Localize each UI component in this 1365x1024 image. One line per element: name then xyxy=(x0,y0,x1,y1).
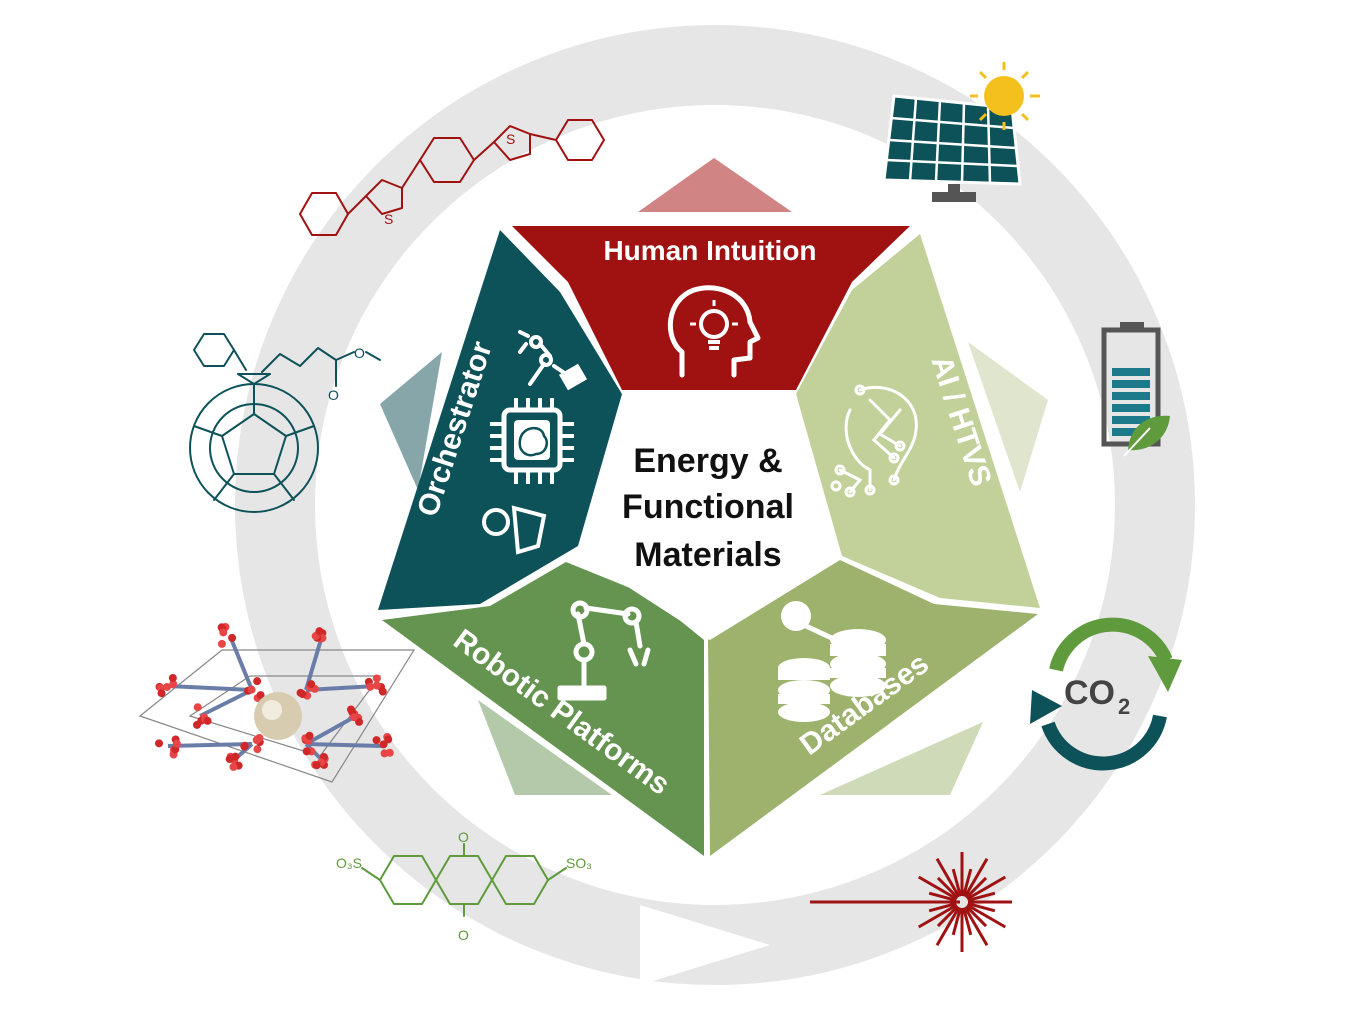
mof-atom xyxy=(366,683,374,691)
center-line-1: Energy & xyxy=(633,442,782,480)
mof-atom xyxy=(155,739,163,747)
center-line-2: Functional xyxy=(622,488,794,526)
co2-subscript: 2 xyxy=(1118,694,1130,719)
mof-atom xyxy=(379,688,387,696)
mof-atom xyxy=(253,745,261,753)
mof-atom xyxy=(307,680,315,688)
mof-atom xyxy=(158,689,166,697)
mof-atom xyxy=(253,677,261,685)
mof-atom xyxy=(373,674,381,682)
mof-atom xyxy=(297,689,305,697)
mof-atom xyxy=(315,627,323,635)
mof-atom xyxy=(255,734,263,742)
center-title: Energy & Functional Materials xyxy=(622,442,794,574)
mof-atom xyxy=(248,686,256,694)
aq-o-top: O xyxy=(458,829,469,845)
center-line-3: Materials xyxy=(634,536,781,574)
label-human-intuition: Human Intuition xyxy=(603,235,816,266)
mof-atom xyxy=(380,740,388,748)
fullerene-o2: O xyxy=(354,345,365,361)
mof-atom xyxy=(194,703,202,711)
mof-atom xyxy=(218,640,226,648)
aq-right-so3: SO₃ xyxy=(566,855,592,871)
mof-atom xyxy=(228,634,236,642)
aq-left-so3: O₃S xyxy=(336,855,362,871)
mof-atom xyxy=(173,740,181,748)
mof-atom xyxy=(350,713,358,721)
mof-atom xyxy=(373,682,381,690)
arrow-human xyxy=(638,158,792,212)
mof-atom xyxy=(306,732,314,740)
mof-linker xyxy=(306,744,384,746)
mof-atom xyxy=(303,747,311,755)
mof-atom xyxy=(313,761,321,769)
mof-atom xyxy=(241,742,249,750)
mof-atom xyxy=(229,763,237,771)
fullerene-o1: O xyxy=(328,387,339,403)
mof-atom xyxy=(347,705,355,713)
mof-linker xyxy=(200,690,252,716)
mof-atom xyxy=(169,674,177,682)
mof-atom xyxy=(163,683,171,691)
aq-o-bottom: O xyxy=(458,927,469,943)
mof-atom xyxy=(219,628,227,636)
mof-atom xyxy=(231,753,239,761)
mof-atom xyxy=(386,749,394,757)
mof-linker xyxy=(168,686,252,690)
mof-atom xyxy=(204,717,212,725)
thiophene-s1: S xyxy=(384,211,393,227)
co2-text: CO xyxy=(1064,674,1115,712)
thiophene-s2: S xyxy=(506,131,515,147)
mof-atom xyxy=(372,736,380,744)
